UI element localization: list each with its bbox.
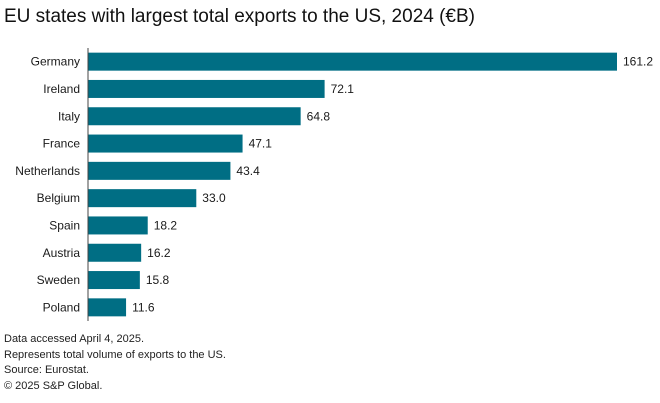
- bar-sweden: [88, 271, 140, 290]
- value-label-sweden: 15.8: [146, 273, 170, 287]
- value-labels: 161.2 72.164.8 47.1 43.4 33.0 18.2 16.2 15.8 11.…: [132, 55, 653, 315]
- value-label-spain: 18.2: [154, 218, 178, 232]
- value-label-germany: 161.2: [623, 55, 653, 69]
- bar-ireland: [88, 79, 325, 98]
- chart-title: EU states with largest total exports to …: [4, 6, 476, 27]
- footnote-source: Source: Eurostat.: [4, 364, 89, 376]
- category-label-poland: Poland: [43, 300, 80, 314]
- bar-netherlands: [88, 161, 231, 180]
- bar-germany: [88, 52, 617, 71]
- category-label-austria: Austria: [43, 246, 81, 260]
- category-label-belgium: Belgium: [37, 191, 80, 205]
- category-label-spain: Spain: [49, 218, 80, 232]
- category-labels: Germany Ireland Italy France Netherlands Belg…: [15, 55, 80, 315]
- footnote-data-accessed: Data accessed April 4, 2025.: [4, 333, 145, 345]
- bar-austria: [88, 243, 142, 262]
- bar-italy: [88, 107, 301, 126]
- category-label-italy: Italy: [58, 109, 80, 123]
- value-label-austria: 16.2: [147, 246, 171, 260]
- category-label-france: France: [43, 137, 81, 151]
- category-label-ireland: Ireland: [43, 82, 80, 96]
- bar-spain: [88, 216, 148, 235]
- footnote-description: Represents total volume of exports to th…: [4, 348, 226, 361]
- bars: [88, 52, 617, 317]
- category-label-sweden: Sweden: [37, 273, 80, 287]
- value-label-poland: 11.6: [132, 300, 155, 314]
- value-label-italy: 64.8: [307, 109, 331, 123]
- value-label-belgium: 33.0: [202, 191, 226, 205]
- value-label-ireland: 72.1: [331, 82, 355, 96]
- footnotes: Data accessed April 4, 2025. Represents …: [4, 332, 226, 394]
- value-label-france: 47.1: [249, 137, 273, 151]
- bar-france: [88, 134, 243, 153]
- bar-poland: [88, 298, 127, 317]
- value-label-netherlands: 43.4: [236, 164, 260, 178]
- footnote-copyright: © 2025 S&P Global.: [4, 379, 103, 392]
- bar-belgium: [88, 189, 197, 208]
- bar-chart: Germany Ireland Italy France Netherlands Belg…: [15, 48, 653, 321]
- category-label-netherlands: Netherlands: [15, 164, 80, 178]
- category-label-germany: Germany: [31, 55, 80, 69]
